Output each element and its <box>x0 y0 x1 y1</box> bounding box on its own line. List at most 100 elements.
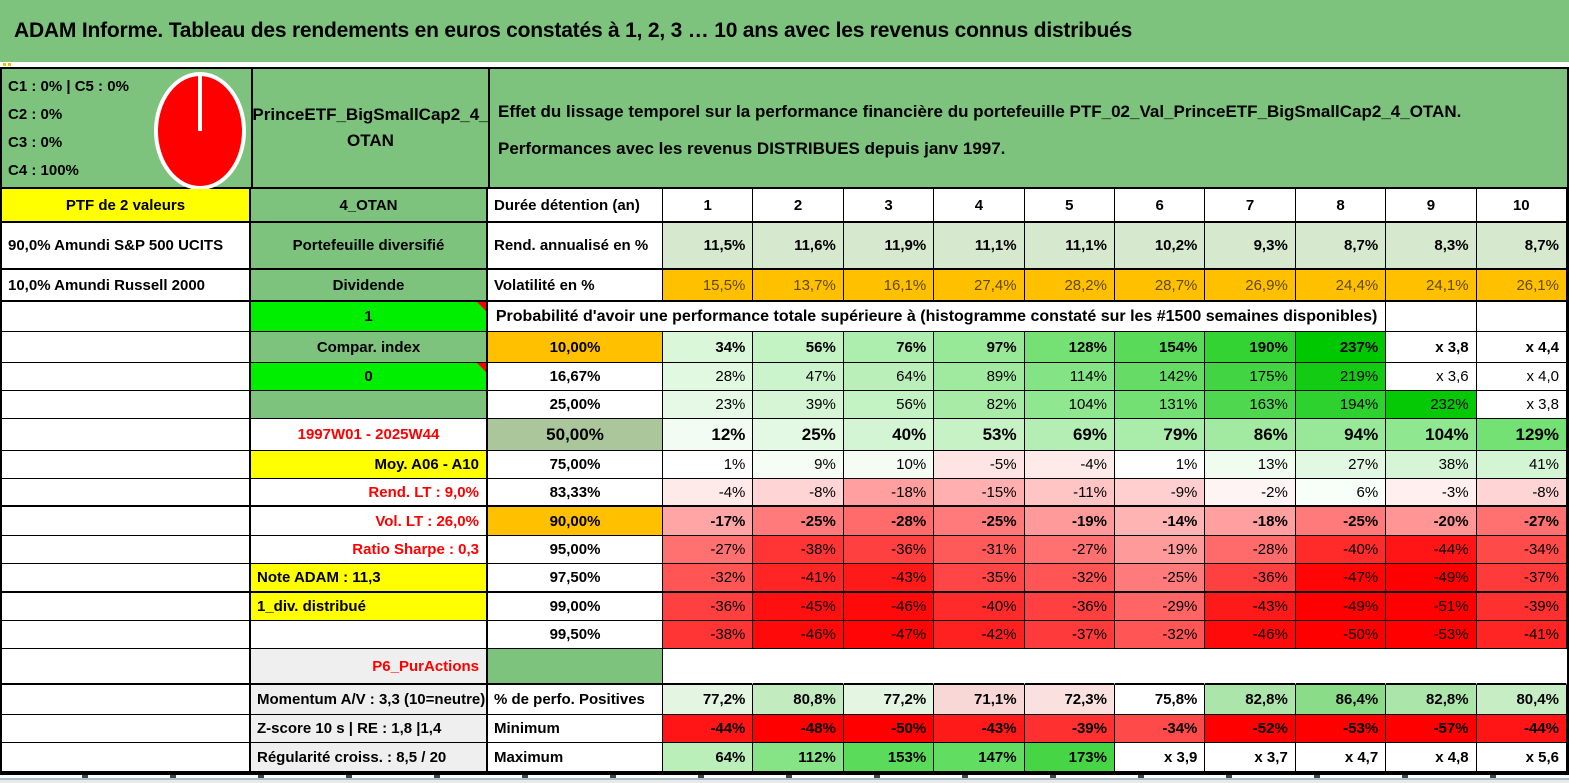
cell-p6-y7[interactable] <box>1205 649 1296 685</box>
cell-minimum-y10[interactable]: -44% <box>1476 715 1567 743</box>
cell-p25-y9[interactable]: 232% <box>1386 391 1477 419</box>
portfolio-name-cell[interactable]: PrinceETF_BigSmallCap2_4_ OTAN <box>252 69 490 187</box>
cell-probabilite-caption-y9[interactable] <box>1386 302 1477 332</box>
cell-A-minimum[interactable] <box>2 715 251 743</box>
cell-p16-y5[interactable]: 114% <box>1024 363 1115 391</box>
cell-B-minimum[interactable]: Z-score 10 s | RE : 1,8 |1,4 <box>251 715 488 743</box>
cell-B-p995[interactable] <box>251 621 488 649</box>
cell-rend-annualise-y1[interactable]: 11,5% <box>663 223 754 270</box>
cell-perfo-positives-y7[interactable]: 82,8% <box>1205 685 1296 715</box>
cell-p90-y1[interactable]: -17% <box>663 507 754 536</box>
cell-p6-y3[interactable] <box>843 649 935 685</box>
cell-minimum-y5[interactable]: -39% <box>1024 715 1115 743</box>
cell-p25-y4[interactable]: 82% <box>934 391 1025 419</box>
cell-p90-y5[interactable]: -19% <box>1024 507 1115 536</box>
cell-ptf-header-y6[interactable]: 6 <box>1115 189 1206 223</box>
cell-p99-y2[interactable]: -45% <box>753 593 844 621</box>
cell-B-p10[interactable]: Compar. index <box>251 332 488 363</box>
cell-p90-y6[interactable]: -14% <box>1115 507 1206 536</box>
cell-label-p10[interactable]: 10,00% <box>488 332 663 363</box>
cell-A-p75[interactable] <box>2 451 251 479</box>
cell-minimum-y2[interactable]: -48% <box>753 715 844 743</box>
cell-rend-annualise-y4[interactable]: 11,1% <box>934 223 1025 270</box>
cell-p99-y10[interactable]: -39% <box>1476 593 1567 621</box>
cell-p99-y1[interactable]: -36% <box>663 593 754 621</box>
cell-rend-annualise-y2[interactable]: 11,6% <box>753 223 844 270</box>
cell-p995-y3[interactable]: -47% <box>843 621 935 649</box>
cell-p97-y6[interactable]: -25% <box>1115 564 1206 593</box>
cell-rend-annualise-y7[interactable]: 9,3% <box>1205 223 1296 270</box>
cell-volatilite-y1[interactable]: 15,5% <box>663 270 754 302</box>
cell-B-p99[interactable]: 1_div. distribué <box>251 593 488 621</box>
cell-p97-y3[interactable]: -43% <box>843 564 935 593</box>
cell-p10-y9[interactable]: x 3,8 <box>1386 332 1477 363</box>
cell-A-p50[interactable] <box>2 419 251 451</box>
cell-p90-y7[interactable]: -18% <box>1205 507 1296 536</box>
cell-p95-y4[interactable]: -31% <box>934 536 1025 564</box>
cell-A-p99[interactable] <box>2 593 251 621</box>
cell-A-volatilite[interactable]: 10,0% Amundi Russell 2000 <box>2 270 251 302</box>
cell-p75-y4[interactable]: -5% <box>934 451 1025 479</box>
cell-minimum-y4[interactable]: -43% <box>934 715 1025 743</box>
cell-B-rend-annualise[interactable]: Portefeuille diversifié <box>251 223 488 270</box>
cell-maximum-y6[interactable]: x 3,9 <box>1115 743 1206 773</box>
cell-B-volatilite[interactable]: Dividende <box>251 270 488 302</box>
cell-p75-y2[interactable]: 9% <box>753 451 844 479</box>
cell-p75-y6[interactable]: 1% <box>1115 451 1206 479</box>
cell-minimum-y9[interactable]: -57% <box>1386 715 1477 743</box>
cell-p50-y7[interactable]: 86% <box>1205 419 1296 451</box>
cell-p10-y4[interactable]: 97% <box>934 332 1025 363</box>
cell-B-p25[interactable] <box>251 391 488 419</box>
cell-p50-y9[interactable]: 104% <box>1386 419 1477 451</box>
cell-minimum-y1[interactable]: -44% <box>663 715 754 743</box>
cell-label-p995[interactable]: 99,50% <box>488 621 663 649</box>
cell-p16-y6[interactable]: 142% <box>1115 363 1206 391</box>
cell-p6-y4[interactable] <box>934 649 1025 685</box>
cell-label-p16[interactable]: 16,67% <box>488 363 663 391</box>
cell-A-p10[interactable] <box>2 332 251 363</box>
cell-p25-y5[interactable]: 104% <box>1024 391 1115 419</box>
cell-label-p97[interactable]: 97,50% <box>488 564 663 593</box>
cell-B-p16[interactable]: 0 <box>251 363 488 391</box>
cell-maximum-y9[interactable]: x 4,8 <box>1386 743 1477 773</box>
cell-A-rend-annualise[interactable]: 90,0% Amundi S&P 500 UCITS <box>2 223 251 270</box>
cell-maximum-y3[interactable]: 153% <box>843 743 935 773</box>
cell-p83-y2[interactable]: -8% <box>753 479 844 507</box>
cell-p10-y2[interactable]: 56% <box>753 332 844 363</box>
cell-p83-y1[interactable]: -4% <box>663 479 754 507</box>
cell-maximum-y8[interactable]: x 4,7 <box>1295 743 1387 773</box>
cell-p75-y9[interactable]: 38% <box>1386 451 1477 479</box>
cell-p90-y9[interactable]: -20% <box>1386 507 1477 536</box>
cell-p75-y10[interactable]: 41% <box>1476 451 1567 479</box>
cell-maximum-y10[interactable]: x 5,6 <box>1476 743 1567 773</box>
cell-minimum-y7[interactable]: -52% <box>1205 715 1296 743</box>
cell-p10-y7[interactable]: 190% <box>1205 332 1296 363</box>
cell-p6-y6[interactable] <box>1115 649 1206 685</box>
cell-p25-y3[interactable]: 56% <box>843 391 935 419</box>
cell-p50-y10[interactable]: 129% <box>1476 419 1567 451</box>
cell-perfo-positives-y1[interactable]: 77,2% <box>663 685 754 715</box>
cell-p83-y8[interactable]: 6% <box>1295 479 1387 507</box>
cell-p50-y3[interactable]: 40% <box>843 419 935 451</box>
cell-label-p83[interactable]: 83,33% <box>488 479 663 507</box>
cell-p50-y1[interactable]: 12% <box>663 419 754 451</box>
cell-label-volatilite[interactable]: Volatilité en % <box>488 270 663 302</box>
cell-p99-y8[interactable]: -49% <box>1295 593 1387 621</box>
cell-label-ptf-header[interactable]: Durée détention (an) <box>488 189 663 223</box>
cell-minimum-y6[interactable]: -34% <box>1115 715 1206 743</box>
cell-A-p90[interactable] <box>2 507 251 536</box>
cell-rend-annualise-y9[interactable]: 8,3% <box>1386 223 1477 270</box>
cell-p83-y10[interactable]: -8% <box>1476 479 1567 507</box>
cell-perfo-positives-y8[interactable]: 86,4% <box>1295 685 1387 715</box>
cell-p995-y9[interactable]: -53% <box>1386 621 1477 649</box>
cell-p83-y3[interactable]: -18% <box>843 479 935 507</box>
cell-p995-y8[interactable]: -50% <box>1295 621 1387 649</box>
cell-ptf-header-y5[interactable]: 5 <box>1024 189 1115 223</box>
cell-ptf-header-y3[interactable]: 3 <box>843 189 935 223</box>
cell-p995-y7[interactable]: -46% <box>1205 621 1296 649</box>
cell-ptf-header-y1[interactable]: 1 <box>663 189 754 223</box>
cell-p99-y3[interactable]: -46% <box>843 593 935 621</box>
cell-B-maximum[interactable]: Régularité croiss. : 8,5 / 20 <box>251 743 488 773</box>
cell-B-p50[interactable]: 1997W01 - 2025W44 <box>251 419 488 451</box>
cell-B-ptf-header[interactable]: 4_OTAN <box>251 189 488 223</box>
